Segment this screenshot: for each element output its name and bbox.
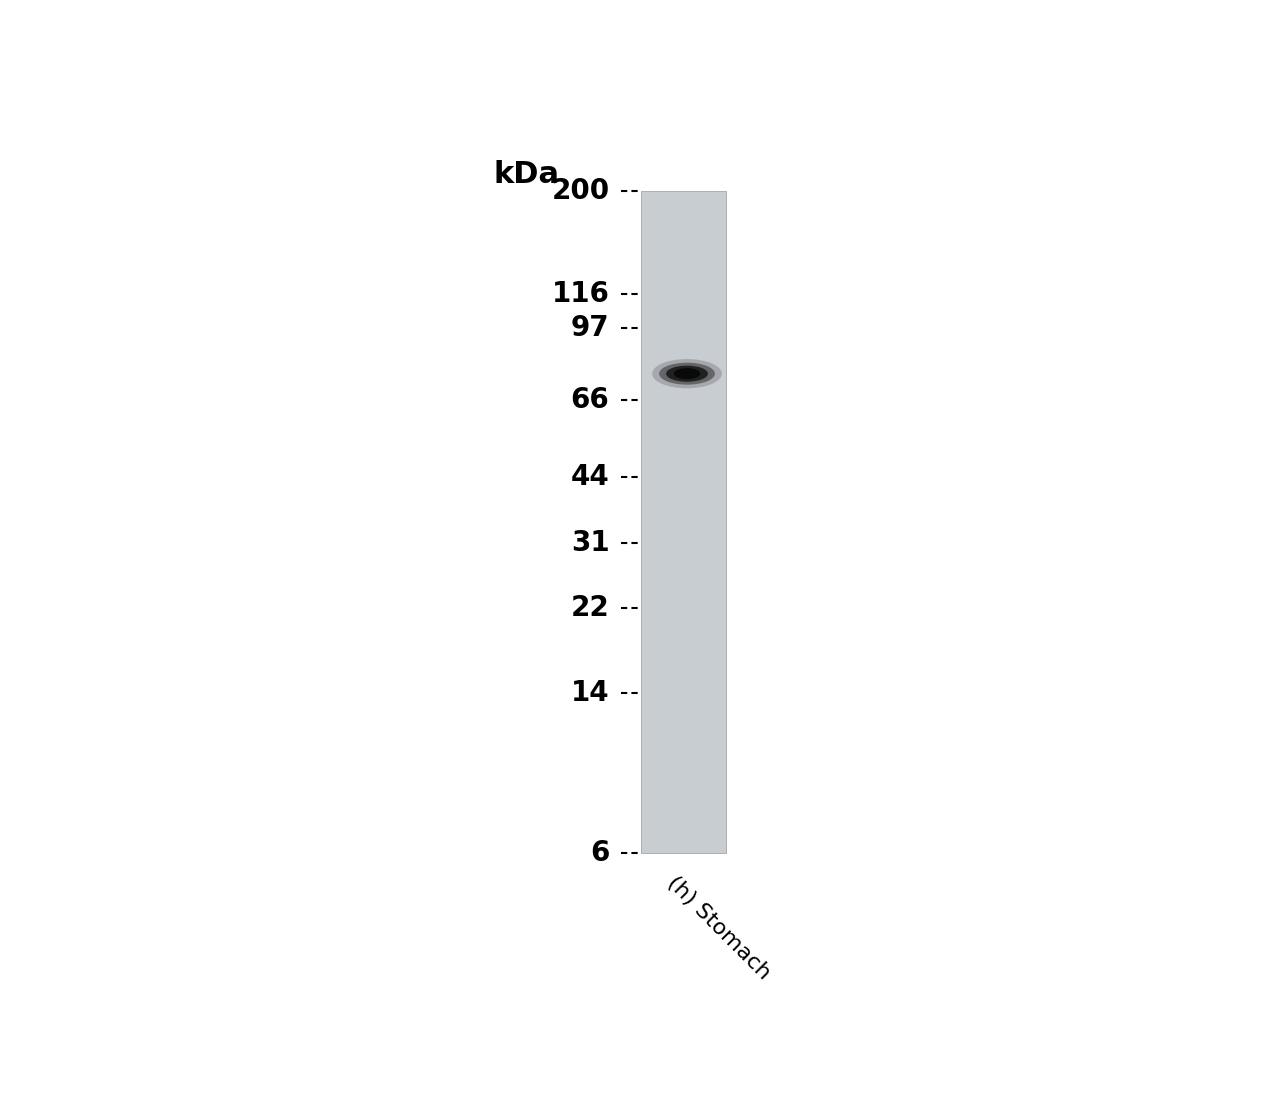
Ellipse shape [652,359,722,388]
Text: 6: 6 [590,839,609,867]
Text: (h) Stomach: (h) Stomach [663,872,774,983]
Ellipse shape [666,365,708,382]
Text: 44: 44 [571,463,609,491]
Text: 116: 116 [552,280,609,307]
Ellipse shape [659,363,716,385]
Bar [640,191,726,854]
Text: 22: 22 [571,594,609,622]
Ellipse shape [673,369,700,380]
Text: 97: 97 [571,314,609,342]
Text: kDa: kDa [493,160,559,189]
Text: 31: 31 [571,529,609,557]
Text: 14: 14 [571,679,609,707]
Text: 200: 200 [552,176,609,205]
Text: 66: 66 [571,386,609,414]
